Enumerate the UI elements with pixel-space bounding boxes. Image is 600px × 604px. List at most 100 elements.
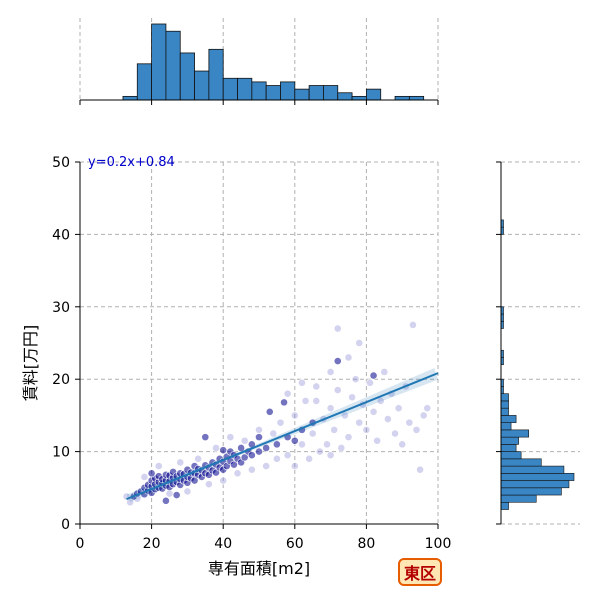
- histogram-bar-y: [500, 480, 570, 489]
- scatter-point: [255, 447, 263, 456]
- histogram-bar-x: [179, 52, 195, 101]
- scatter-point: [226, 433, 235, 442]
- scatter-point: [423, 404, 432, 413]
- marginal-y-histogram: [496, 161, 580, 525]
- histogram-bar-y: [500, 415, 517, 423]
- regression-line: [126, 372, 439, 501]
- histogram-bar-y: [500, 436, 519, 445]
- y-tick-label: 20: [52, 372, 70, 388]
- histogram-bar-x: [265, 85, 281, 101]
- scatter-point: [369, 407, 378, 416]
- histogram-bar-x: [136, 63, 152, 101]
- scatter-point: [416, 465, 424, 474]
- scatter-point: [333, 324, 342, 333]
- histogram-bar-y: [500, 494, 537, 503]
- histogram-bar-y: [500, 429, 529, 438]
- scatter-point: [255, 433, 263, 442]
- scatter-point: [269, 429, 278, 438]
- scatter-point: [237, 444, 245, 452]
- histogram-bar-y: [500, 451, 522, 460]
- histogram-bar-x: [251, 81, 267, 101]
- histogram-bar-y: [500, 501, 509, 510]
- y-tick-label: 30: [52, 300, 70, 316]
- scatter-point: [212, 444, 220, 452]
- x-tick-label: 20: [143, 536, 161, 552]
- scatter-point: [405, 418, 414, 427]
- y-tick-label: 40: [52, 227, 70, 243]
- histogram-bar-y: [500, 487, 562, 496]
- histogram-bar-y: [500, 444, 517, 452]
- scatter-point: [265, 407, 274, 416]
- scatter-point: [290, 411, 299, 420]
- scatter-point: [262, 462, 271, 470]
- scatter-point: [290, 462, 299, 470]
- scatter-point: [301, 397, 310, 405]
- scatter-point: [412, 425, 421, 434]
- scatter-point: [201, 433, 210, 442]
- scatter-point: [308, 429, 317, 438]
- scatter-point: [330, 425, 339, 434]
- regression-equation: y=0.2x+0.84: [88, 155, 175, 170]
- histogram-bar-y: [500, 465, 565, 474]
- scatter-point: [240, 436, 249, 445]
- scatter-point: [298, 378, 306, 387]
- histogram-bar-y: [500, 422, 512, 431]
- scatter-point: [230, 460, 238, 469]
- scatter-point: [383, 415, 392, 423]
- histogram-bar-x: [351, 95, 367, 101]
- scatter-point: [337, 444, 346, 452]
- scatter-point: [272, 454, 281, 463]
- histogram-bar-x: [394, 95, 410, 101]
- scatter-point: [140, 473, 149, 481]
- scatter-point: [380, 368, 389, 376]
- scatter-point: [194, 454, 203, 463]
- scatter-point: [172, 491, 181, 499]
- scatter-point: [344, 433, 353, 442]
- x-tick-label: 0: [76, 536, 85, 552]
- histogram-bar-x: [280, 81, 296, 101]
- histogram-bar-y: [500, 473, 575, 481]
- y-tick-label: 50: [52, 155, 70, 171]
- scatter-point: [162, 496, 170, 505]
- scatter-point: [326, 404, 335, 413]
- histogram-bar-x: [408, 95, 425, 101]
- district-badge: 東区: [398, 558, 442, 586]
- scatter-point: [276, 418, 285, 427]
- scatter-point: [247, 451, 256, 460]
- scatter-point: [240, 453, 249, 462]
- histogram-bar-y: [500, 393, 509, 402]
- x-tick-label: 60: [286, 536, 304, 552]
- scatter-point: [355, 418, 364, 427]
- scatter-point: [204, 480, 213, 489]
- marginal-x-histogram: [79, 18, 439, 105]
- scatter-point: [326, 451, 335, 460]
- scatter-point: [298, 440, 306, 449]
- scatter-point: [219, 446, 228, 455]
- scatter-point: [369, 371, 378, 380]
- scatter-point: [419, 411, 428, 420]
- scatter-point: [323, 440, 331, 449]
- scatter-point: [355, 339, 364, 347]
- histogram-bar-y: [500, 407, 509, 416]
- histogram-bar-x: [151, 23, 167, 101]
- scatter-point: [362, 425, 371, 434]
- histogram-bar-x: [165, 30, 181, 101]
- histogram-bar-y: [500, 400, 509, 409]
- scatter-point: [290, 436, 299, 445]
- histogram-bar-x: [308, 85, 324, 101]
- scatter-point: [255, 425, 263, 434]
- scatter-point: [394, 404, 403, 413]
- main-scatter-panel: 0 20 40 60 80 100 0 10 20 30 40 50 専有面積[m2] 賃料[万円] y=0…: [21, 155, 451, 578]
- x-tick-label: 100: [425, 536, 452, 552]
- scatter-point: [283, 389, 292, 398]
- x-tick-label: 80: [357, 536, 375, 552]
- scatter-point: [233, 469, 242, 478]
- scatter-points: [122, 320, 432, 507]
- y-tick-label: 0: [61, 517, 70, 533]
- scatter-point: [333, 357, 342, 365]
- scatter-point: [247, 465, 256, 474]
- scatter-point: [312, 397, 321, 405]
- histogram-bar-x: [294, 88, 310, 101]
- histogram-bar-x: [337, 92, 353, 101]
